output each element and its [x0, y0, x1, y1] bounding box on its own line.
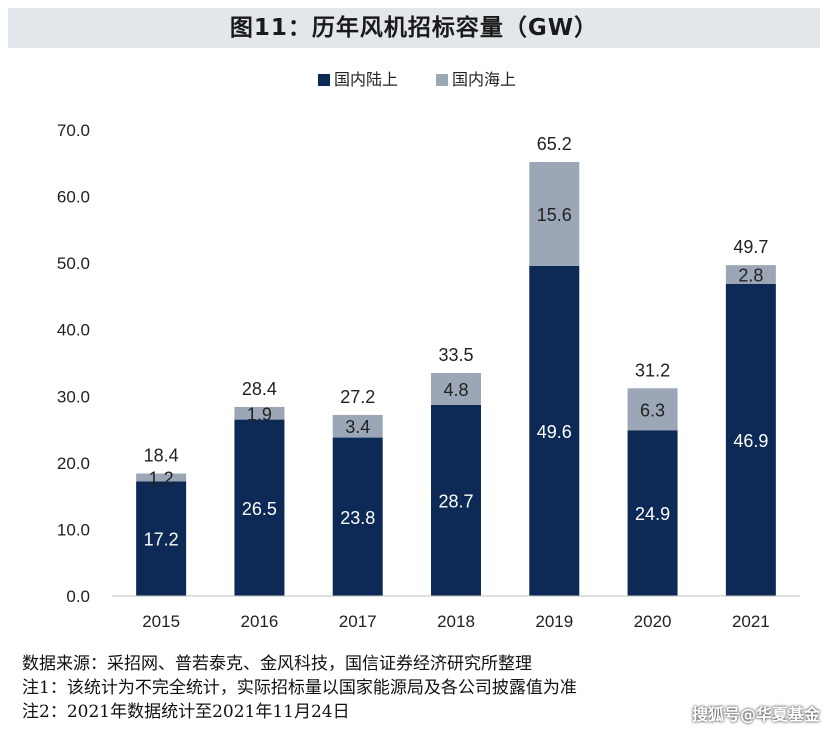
y-axis: 0.0 10.0 20.0 30.0 40.0 50.0 60.0 70.0	[57, 121, 90, 606]
bar-onshore-2016	[234, 419, 285, 596]
data-label-offshore-2018: 4.8	[443, 380, 468, 400]
bar-onshore-2019	[529, 265, 580, 596]
y-tick-label: 60.0	[57, 188, 90, 207]
y-tick-label: 70.0	[57, 121, 90, 140]
data-label-offshore-2016: 1.9	[247, 404, 272, 424]
data-label-offshore-2017: 3.4	[345, 417, 370, 437]
x-tick-label-2021: 2021	[732, 612, 770, 631]
chart-title: 图11：历年风机招标容量（GW）	[8, 8, 820, 48]
y-tick-label: 10.0	[57, 520, 90, 539]
data-label-onshore-2019: 49.6	[537, 422, 572, 442]
legend-label-onshore: 国内陆上	[334, 71, 398, 89]
note-2: 注2：2021年数据统计至2021年11月24日	[22, 702, 350, 722]
data-label-total-2017: 27.2	[340, 387, 375, 407]
data-label-total-2016: 28.4	[242, 379, 277, 399]
y-tick-label: 40.0	[57, 321, 90, 340]
legend-swatch-onshore	[318, 74, 330, 86]
data-label-total-2018: 33.5	[438, 345, 473, 365]
bar-onshore-2017	[332, 437, 383, 596]
bar-onshore-2020	[627, 430, 678, 596]
bar-offshore-2021	[725, 265, 776, 284]
data-label-total-2015: 18.4	[144, 446, 179, 466]
bar-offshore-2018	[431, 372, 481, 405]
bar-offshore-2016	[234, 406, 285, 420]
data-label-offshore-2015: 1.2	[149, 469, 174, 489]
data-label-onshore-2018: 28.7	[438, 491, 473, 511]
bar-offshore-2017	[332, 414, 383, 438]
y-tick-label: 30.0	[57, 387, 90, 406]
x-axis: 2015 2016 2017 2018 2019 2020 2021	[112, 595, 800, 631]
bar-offshore-2019	[529, 161, 580, 266]
data-label-onshore-2020: 24.9	[635, 504, 670, 524]
legend: 国内陆上 国内海上	[318, 71, 516, 89]
bar-offshore-2020	[627, 388, 678, 431]
bar-offshore-2015	[136, 473, 187, 482]
y-tick-label: 20.0	[57, 454, 90, 473]
bar-onshore-2015	[136, 481, 187, 596]
data-label-offshore-2020: 6.3	[640, 400, 665, 420]
legend-label-offshore: 国内海上	[452, 71, 516, 89]
data-label-onshore-2016: 26.5	[242, 499, 277, 519]
x-tick-label-2016: 2016	[241, 612, 279, 631]
data-label-total-2021: 49.7	[733, 237, 768, 257]
bar-onshore-2021	[725, 283, 776, 596]
data-label-total-2020: 31.2	[635, 360, 670, 380]
bar-onshore-2018	[431, 404, 481, 596]
legend-swatch-offshore	[436, 74, 448, 86]
data-label-onshore-2015: 17.2	[144, 530, 179, 550]
x-tick-label-2017: 2017	[339, 612, 377, 631]
watermark: 搜狐号@华夏基金	[691, 705, 820, 724]
data-label-onshore-2021: 46.9	[733, 431, 768, 451]
data-label-total-2019: 65.2	[537, 134, 572, 154]
x-tick-label-2020: 2020	[634, 612, 672, 631]
x-tick-label-2015: 2015	[142, 612, 180, 631]
notes: 数据来源：采招网、普若泰克、金风科技，国信证券经济研究所整理 注1：该统计为不完…	[22, 652, 822, 724]
stacked-bar-chart: 国内陆上 国内海上 0.0 10.0 20.0 30.0 40.0 50.0 60.0 70.0…	[57, 71, 800, 631]
note-1: 注1：该统计为不完全统计，实际招标量以国家能源局及各公司披露值为准	[22, 678, 577, 698]
x-tick-label-2018: 2018	[437, 612, 475, 631]
source-note: 数据来源：采招网、普若泰克、金风科技，国信证券经济研究所整理	[22, 654, 532, 674]
x-tick-label-2019: 2019	[535, 612, 573, 631]
data-label-offshore-2019: 15.6	[537, 205, 572, 225]
bars: 17.2 1.2 18.4 26.5 1.9 28.4 23.8 3.4 27.2 28.7 4.8…	[136, 134, 776, 596]
data-label-onshore-2017: 23.8	[340, 508, 375, 528]
data-label-offshore-2021: 2.8	[738, 265, 763, 285]
y-tick-label: 50.0	[57, 254, 90, 273]
y-tick-label: 0.0	[66, 587, 90, 606]
